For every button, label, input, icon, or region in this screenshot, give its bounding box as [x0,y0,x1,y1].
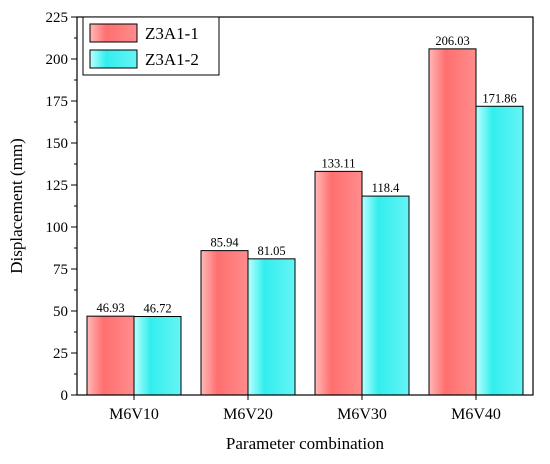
bar-z3a1-2-m6v30 [361,195,410,396]
data-label: 81.05 [257,244,285,258]
legend-label-z3a1-1: Z3A1-1 [145,24,199,43]
bar-z3a1-1-m6v20 [200,250,249,396]
y-tick-label: 175 [46,94,69,110]
y-tick-label: 100 [46,220,69,236]
y-tick-label: 25 [53,346,68,362]
x-axis: M6V10 M6V20 M6V30 M6V40 [109,395,501,423]
x-tick-label: M6V20 [223,406,273,423]
y-tick-label: 125 [46,178,69,194]
x-tick-label: M6V40 [451,406,501,423]
y-axis-title: Displacement (mm) [7,138,26,274]
bar-z3a1-1-m6v40 [428,48,477,396]
bar-z3a1-2-m6v20 [247,258,296,396]
data-label: 171.86 [482,91,516,105]
y-tick-label: 0 [61,388,69,404]
bar-z3a1-1-m6v30 [314,170,363,396]
legend-label-z3a1-2: Z3A1-2 [145,50,199,69]
y-tick-label: 150 [46,136,69,152]
data-label: 206.03 [435,34,469,48]
legend-swatch-z3a1-1 [89,23,138,43]
data-label: 85.94 [210,236,239,250]
legend-swatch-z3a1-2 [89,49,138,69]
data-label: 118.4 [372,181,400,195]
legend: Z3A1-1 Z3A1-2 [82,16,220,76]
bar-z3a1-2-m6v40 [475,105,524,396]
bar-z3a1-1-m6v10 [86,315,135,396]
y-tick-label: 50 [53,304,68,320]
x-tick-label: M6V30 [337,406,387,423]
x-axis-title: Parameter combination [226,434,385,453]
y-tick-label: 225 [46,10,69,26]
x-tick-label: M6V10 [109,406,159,423]
bar-z3a1-2-m6v10 [133,316,182,396]
bars-layer [86,48,524,396]
y-tick-label: 75 [53,262,68,278]
y-tick-label: 200 [46,52,69,68]
data-label: 46.72 [143,302,171,316]
data-label: 133.11 [322,156,356,170]
data-label: 46.93 [96,301,124,315]
data-labels-layer: 46.93 46.72 85.94 81.05 133.11 118.4 206.03 171… [96,34,516,316]
y-axis: 0 25 50 75 100 125 150 175 200 225 [46,10,77,404]
